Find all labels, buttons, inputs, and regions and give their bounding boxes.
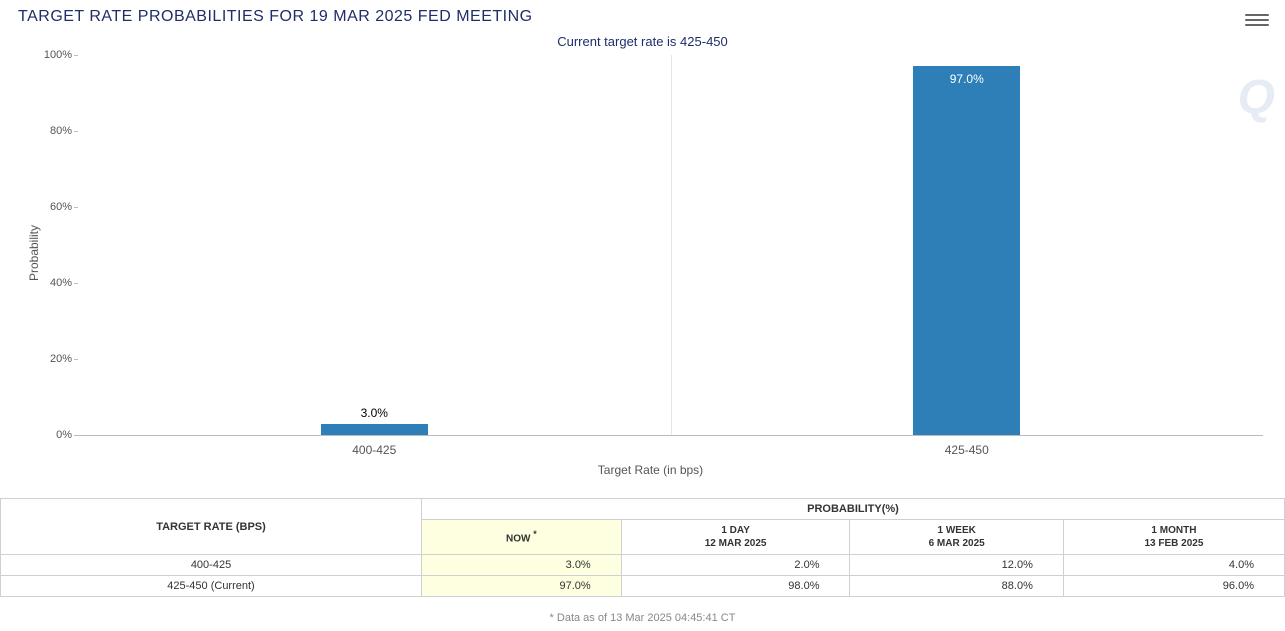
bar-425-450[interactable] bbox=[913, 66, 1020, 435]
y-tick-mark bbox=[74, 359, 78, 360]
y-axis-title: Probability bbox=[27, 224, 41, 280]
hamburger-menu-button[interactable] bbox=[1243, 6, 1271, 34]
y-tick-mark bbox=[74, 55, 78, 56]
x-tick-label: 425-450 bbox=[945, 435, 989, 457]
col-header-w1: 1 WEEK6 MAR 2025 bbox=[850, 520, 1063, 555]
x-axis-title: Target Rate (in bps) bbox=[38, 463, 1263, 477]
col-header-probability: PROBABILITY(%) bbox=[422, 499, 1285, 520]
cell-d1: 2.0% bbox=[621, 555, 850, 576]
chart-subtitle: Current target rate is 425-450 bbox=[0, 34, 1285, 49]
cell-now: 97.0% bbox=[422, 576, 622, 597]
col-header-now: NOW * bbox=[422, 520, 622, 555]
menu-icon-bar bbox=[1245, 24, 1269, 26]
y-tick-mark bbox=[74, 131, 78, 132]
page-title: TARGET RATE PROBABILITIES FOR 19 MAR 202… bbox=[18, 8, 533, 26]
x-tick-label: 400-425 bbox=[352, 435, 396, 457]
col-header-d1: 1 DAY12 MAR 2025 bbox=[621, 520, 850, 555]
cell-m1: 4.0% bbox=[1063, 555, 1284, 576]
grid-line bbox=[671, 55, 672, 435]
y-tick-mark bbox=[74, 283, 78, 284]
cell-w1: 88.0% bbox=[850, 576, 1063, 597]
menu-icon-bar bbox=[1245, 14, 1269, 16]
table-row: 425-450 (Current)97.0%98.0%88.0%96.0% bbox=[1, 576, 1285, 597]
cell-w1: 12.0% bbox=[850, 555, 1063, 576]
menu-icon-bar bbox=[1245, 19, 1269, 21]
row-label: 425-450 (Current) bbox=[1, 576, 422, 597]
row-label: 400-425 bbox=[1, 555, 422, 576]
y-tick-label: 100% bbox=[44, 49, 78, 61]
bar-400-425[interactable] bbox=[321, 424, 428, 435]
y-tick-mark bbox=[74, 435, 78, 436]
table-row: 400-4253.0%2.0%12.0%4.0% bbox=[1, 555, 1285, 576]
probability-bar-chart: Probability 0%20%40%60%80%100%3.0%400-42… bbox=[38, 55, 1263, 450]
col-header-m1: 1 MONTH13 FEB 2025 bbox=[1063, 520, 1284, 555]
bar-value-label: 97.0% bbox=[950, 72, 984, 86]
col-header-target-rate: TARGET RATE (BPS) bbox=[1, 499, 422, 555]
cell-now: 3.0% bbox=[422, 555, 622, 576]
probability-history-table: TARGET RATE (BPS)PROBABILITY(%)NOW *1 DA… bbox=[0, 498, 1285, 597]
data-timestamp-footnote: * Data as of 13 Mar 2025 04:45:41 CT bbox=[0, 612, 1285, 624]
bar-value-label: 3.0% bbox=[361, 406, 388, 420]
cell-d1: 98.0% bbox=[621, 576, 850, 597]
cell-m1: 96.0% bbox=[1063, 576, 1284, 597]
y-tick-mark bbox=[74, 207, 78, 208]
